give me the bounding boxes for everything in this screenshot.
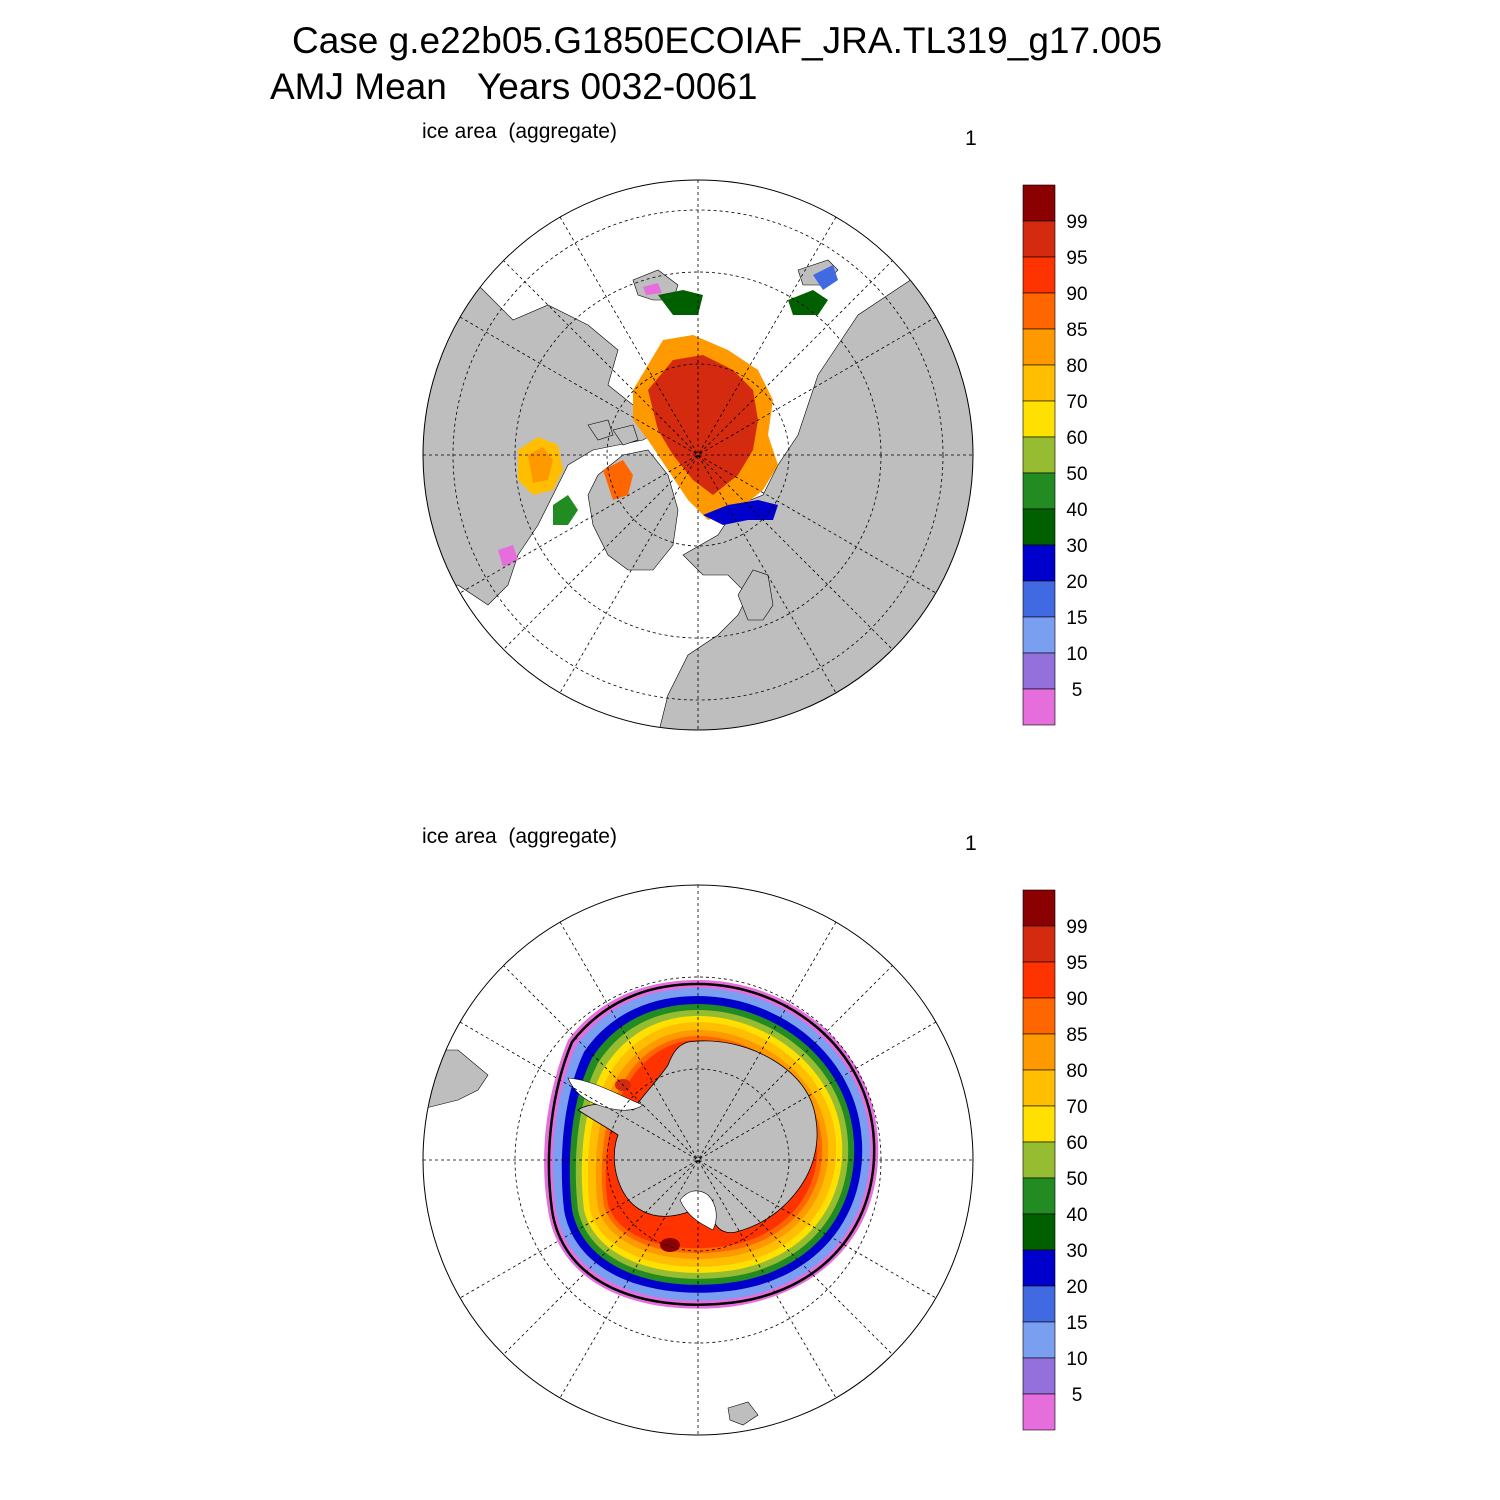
south-colorbar-swatch — [1022, 1357, 1056, 1395]
north-colorbar: 99 95 90 85 80 70 60 50 40 30 20 15 10 5 — [1022, 184, 1088, 726]
north-colorbar-swatch — [1022, 220, 1056, 258]
south-colorbar-swatch — [1022, 1285, 1056, 1323]
north-panel-number: 1 — [965, 127, 977, 150]
north-colorbar-swatch — [1022, 616, 1056, 654]
south-colorbar-label: 10 — [1066, 1349, 1087, 1370]
south-colorbar: 99 95 90 85 80 70 60 50 40 30 20 15 10 5 — [1022, 889, 1088, 1431]
north-panel-label: ice area (aggregate) — [422, 120, 617, 143]
north-colorbar-label: 5 — [1072, 680, 1083, 701]
south-colorbar-label: 85 — [1066, 1025, 1087, 1046]
north-colorbar-swatch — [1022, 328, 1056, 366]
south-colorbar-swatch — [1022, 1249, 1056, 1287]
south-colorbar-swatch — [1022, 1141, 1056, 1179]
north-colorbar-label: 95 — [1066, 248, 1087, 269]
south-colorbar-label: 15 — [1066, 1313, 1087, 1334]
north-colorbar-label: 85 — [1066, 320, 1087, 341]
north-colorbar-label: 10 — [1066, 644, 1087, 665]
north-colorbar-swatch — [1022, 400, 1056, 438]
north-graticule — [423, 180, 973, 730]
south-land-antarctica — [577, 1040, 818, 1233]
north-colorbar-label: 50 — [1066, 464, 1087, 485]
north-colorbar-swatch — [1022, 436, 1056, 474]
north-colorbar-swatch — [1022, 256, 1056, 294]
figure-title-case: Case g.e22b05.G1850ECOIAF_JRA.TL319_g17.… — [292, 20, 1163, 61]
south-polar-map — [422, 884, 974, 1436]
south-colorbar-label: 20 — [1066, 1277, 1087, 1298]
south-colorbar-swatch — [1022, 889, 1056, 927]
south-colorbar-label: 70 — [1066, 1097, 1087, 1118]
south-panel-label: ice area (aggregate) — [422, 825, 617, 848]
south-colorbar-swatch — [1022, 961, 1056, 999]
south-colorbar-label: 80 — [1066, 1061, 1087, 1082]
south-colorbar-label: 40 — [1066, 1205, 1087, 1226]
south-graticule — [423, 885, 973, 1435]
south-colorbar-swatch — [1022, 1321, 1056, 1359]
north-colorbar-swatch — [1022, 364, 1056, 402]
south-colorbar-label: 95 — [1066, 953, 1087, 974]
north-colorbar-swatch — [1022, 580, 1056, 618]
north-colorbar-label: 30 — [1066, 536, 1087, 557]
south-colorbar-swatch — [1022, 1213, 1056, 1251]
south-colorbar-label: 50 — [1066, 1169, 1087, 1190]
south-colorbar-swatch — [1022, 1393, 1056, 1431]
north-colorbar-label: 90 — [1066, 284, 1087, 305]
north-colorbar-label: 99 — [1066, 212, 1087, 233]
north-colorbar-swatch — [1022, 508, 1056, 546]
south-colorbar-swatch — [1022, 1105, 1056, 1143]
north-colorbar-label: 70 — [1066, 392, 1087, 413]
north-sea-ice — [498, 265, 838, 567]
south-colorbar-label: 60 — [1066, 1133, 1087, 1154]
north-colorbar-swatch — [1022, 292, 1056, 330]
north-colorbar-label: 20 — [1066, 572, 1087, 593]
figure-title-period: AMJ Mean Years 0032-0061 — [270, 66, 758, 107]
south-colorbar-swatch — [1022, 1177, 1056, 1215]
south-panel-number: 1 — [965, 832, 977, 855]
south-colorbar-swatch — [1022, 925, 1056, 963]
south-colorbar-swatch — [1022, 1033, 1056, 1071]
north-colorbar-swatch — [1022, 184, 1056, 222]
south-colorbar-label: 30 — [1066, 1241, 1087, 1262]
north-colorbar-swatch — [1022, 544, 1056, 582]
south-colorbar-swatch — [1022, 997, 1056, 1035]
north-colorbar-label: 60 — [1066, 428, 1087, 449]
south-colorbar-label: 5 — [1072, 1385, 1083, 1406]
south-colorbar-label: 99 — [1066, 917, 1087, 938]
north-colorbar-label: 15 — [1066, 608, 1087, 629]
north-colorbar-label: 80 — [1066, 356, 1087, 377]
south-colorbar-swatch — [1022, 1069, 1056, 1107]
north-colorbar-swatch — [1022, 688, 1056, 726]
north-colorbar-label: 40 — [1066, 500, 1087, 521]
north-colorbar-swatch — [1022, 472, 1056, 510]
north-colorbar-swatch — [1022, 652, 1056, 690]
south-colorbar-label: 90 — [1066, 989, 1087, 1010]
north-polar-map — [422, 179, 974, 731]
